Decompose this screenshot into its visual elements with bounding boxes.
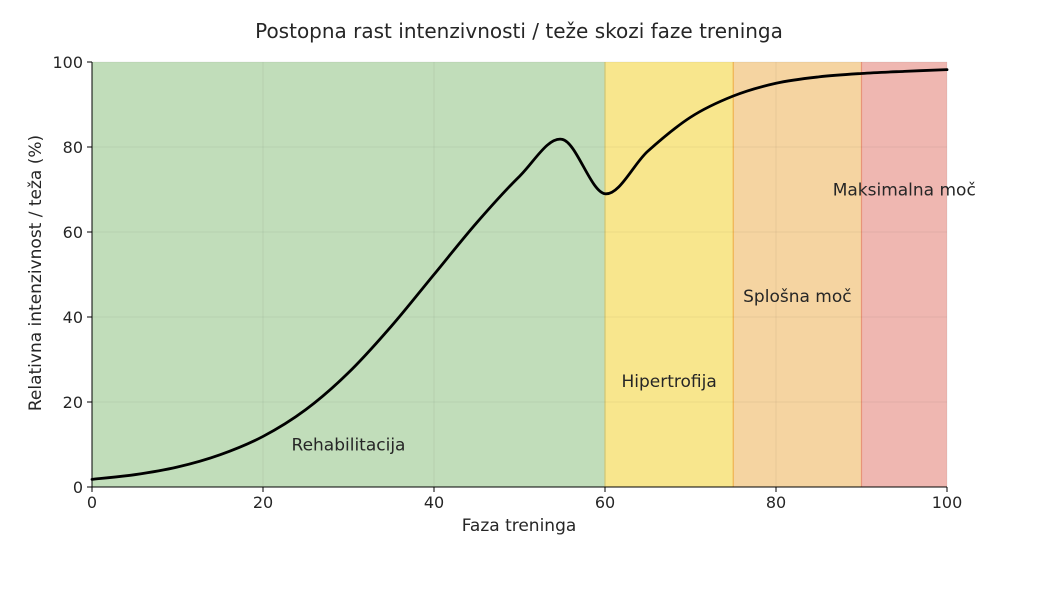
phase-band-1 [92, 62, 605, 487]
x-tick-label: 40 [424, 493, 444, 512]
phase-label-4: Maksimalna moč [833, 181, 976, 201]
y-tick-label: 0 [73, 478, 83, 497]
x-tick-label: 60 [595, 493, 615, 512]
phase-band-4 [861, 62, 947, 487]
axes: 0 20 40 60 80 100 0 20 40 60 80 100 [52, 53, 962, 512]
y-tick-label: 20 [63, 393, 83, 412]
phase-label-1: Rehabilitacija [292, 436, 406, 456]
phase-label-3: Splošna moč [743, 287, 851, 307]
x-tick-label: 20 [253, 493, 273, 512]
y-tick-label: 80 [63, 138, 83, 157]
phase-band-3 [733, 62, 862, 487]
y-tick-label: 60 [63, 223, 83, 242]
curve-layer [90, 68, 949, 481]
series-line-1 [90, 68, 949, 481]
y-tick-label: 40 [63, 308, 83, 327]
phase-bands [92, 62, 947, 487]
phase-band-2 [605, 62, 734, 487]
chart-title: Postopna rast intenzivnosti / teže skozi… [255, 19, 783, 43]
x-tick-label: 100 [932, 493, 963, 512]
phase-label-2: Hipertrofija [621, 372, 716, 392]
phase-labels: Rehabilitacija Hipertrofija Splošna moč Mak… [292, 181, 976, 456]
x-tick-label: 80 [766, 493, 786, 512]
y-axis-label: Relativna intenzivnost / teža (%) [26, 135, 46, 411]
x-axis-label: Faza treninga [462, 516, 577, 536]
y-tick-label: 100 [52, 53, 83, 72]
x-tick-label: 0 [87, 493, 97, 512]
